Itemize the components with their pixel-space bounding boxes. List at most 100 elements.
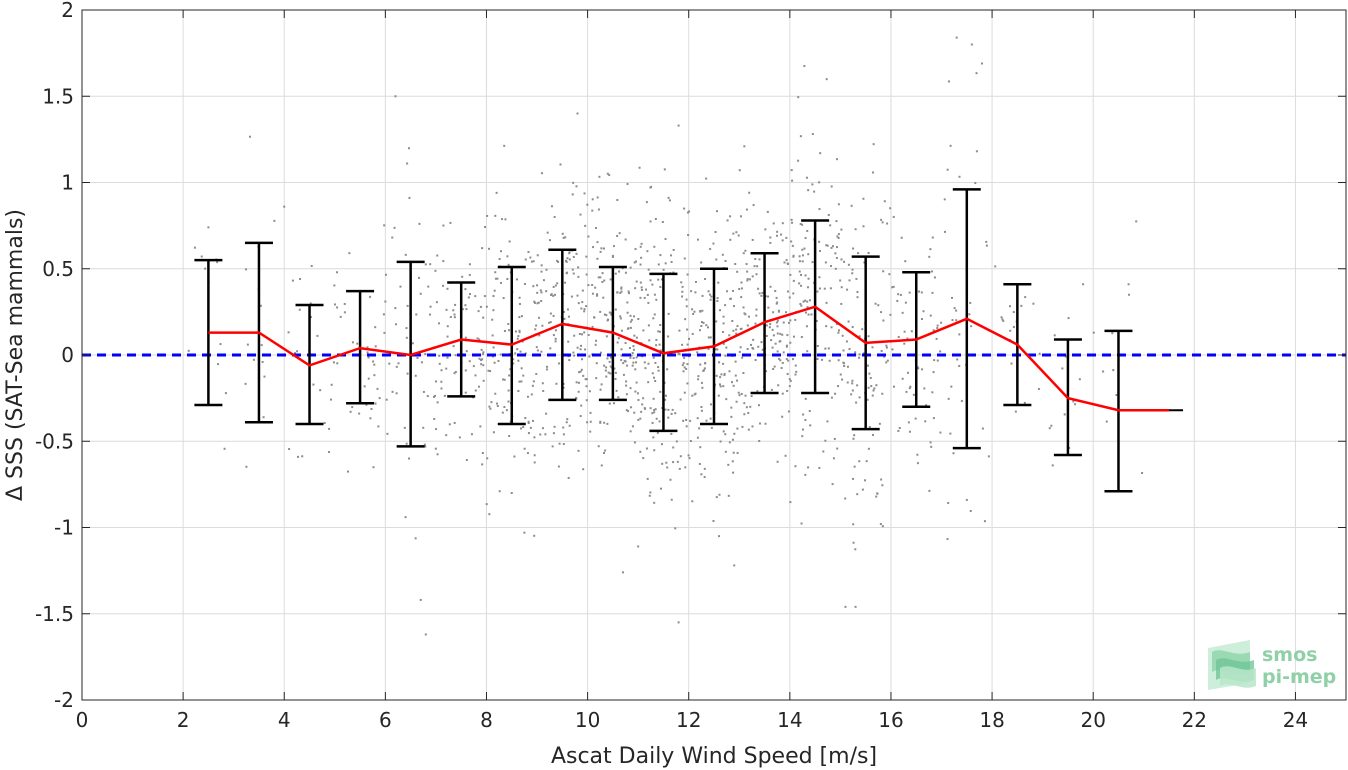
scatter-point: [512, 358, 515, 361]
scatter-point: [399, 285, 402, 288]
scatter-point: [758, 258, 761, 261]
scatter-point: [714, 231, 717, 234]
scatter-point: [223, 447, 226, 450]
scatter-point: [523, 531, 526, 534]
scatter-point: [503, 378, 506, 381]
scatter-point: [681, 364, 684, 367]
scatter-point: [931, 236, 934, 239]
scatter-point: [552, 294, 555, 297]
scatter-point: [736, 427, 739, 430]
scatter-point: [651, 421, 654, 424]
scatter-point: [811, 183, 814, 186]
scatter-point: [468, 273, 471, 276]
scatter-point: [801, 223, 804, 226]
scatter-point: [627, 410, 630, 413]
scatter-point: [552, 285, 555, 288]
scatter-point: [735, 332, 738, 335]
scatter-point: [794, 373, 797, 376]
scatter-point: [958, 333, 961, 336]
scatter-point: [568, 258, 571, 261]
scatter-point: [595, 377, 598, 380]
scatter-point: [479, 425, 482, 428]
scatter-point: [647, 324, 650, 327]
scatter-point: [637, 545, 640, 548]
scatter-point: [248, 135, 251, 138]
scatter-point: [852, 247, 855, 250]
scatter-point: [907, 421, 910, 424]
scatter-point: [729, 238, 732, 241]
scatter-point: [702, 369, 705, 372]
scatter-point: [778, 357, 781, 360]
scatter-point: [837, 203, 840, 206]
smos-pimep-logo: smos pi-mep: [1208, 640, 1336, 690]
scatter-point: [546, 231, 549, 234]
scatter-point: [983, 520, 986, 523]
scatter-point: [955, 319, 958, 322]
scatter-point: [500, 250, 503, 253]
scatter-point: [642, 397, 645, 400]
scatter-point: [523, 447, 526, 450]
scatter-point: [769, 241, 772, 244]
scatter-point: [501, 411, 504, 414]
scatter-point: [548, 321, 551, 324]
scatter-point: [627, 327, 630, 330]
scatter-point: [482, 364, 485, 367]
scatter-point: [659, 390, 662, 393]
scatter-point: [722, 322, 725, 325]
scatter-point: [819, 249, 822, 252]
scatter-point: [731, 320, 734, 323]
scatter-point: [217, 363, 220, 366]
scatter-point: [658, 420, 661, 423]
scatter-point: [328, 451, 331, 454]
scatter-point: [582, 374, 585, 377]
scatter-point: [328, 427, 331, 430]
scatter-point: [319, 389, 322, 392]
scatter-point: [830, 326, 833, 329]
scatter-point: [885, 344, 888, 347]
scatter-point: [722, 315, 725, 318]
scatter-point: [633, 411, 636, 414]
scatter-point: [579, 370, 582, 373]
scatter-point: [563, 317, 566, 320]
scatter-point: [881, 525, 884, 528]
scatter-point: [716, 300, 719, 303]
scatter-point: [721, 253, 724, 256]
scatter-point: [724, 433, 727, 436]
scatter-point: [373, 374, 376, 377]
scatter-point: [620, 287, 623, 290]
scatter-point: [615, 389, 618, 392]
scatter-point: [640, 256, 643, 259]
scatter-point: [947, 397, 950, 400]
scatter-point: [761, 291, 764, 294]
scatter-point: [715, 374, 718, 377]
scatter-point: [745, 208, 748, 211]
scatter-point: [724, 450, 727, 453]
scatter-point: [804, 299, 807, 302]
scatter-point: [726, 219, 729, 222]
scatter-point: [790, 169, 793, 172]
x-tick-label: 18: [979, 708, 1004, 732]
scatter-point: [897, 335, 900, 338]
scatter-point: [1111, 332, 1114, 335]
scatter-point: [259, 304, 262, 307]
scatter-point: [761, 348, 764, 351]
scatter-point: [468, 263, 471, 266]
scatter-point: [609, 372, 612, 375]
scatter-point: [587, 235, 590, 238]
scatter-point: [596, 241, 599, 244]
scatter-point: [637, 317, 640, 320]
scatter-point: [365, 403, 368, 406]
scatter-point: [746, 348, 749, 351]
scatter-point: [694, 392, 697, 395]
scatter-point: [596, 257, 599, 260]
scatter-point: [376, 387, 379, 390]
scatter-point: [856, 296, 859, 299]
scatter-point: [696, 417, 699, 420]
scatter-point: [367, 377, 370, 380]
scatter-point: [382, 313, 385, 316]
scatter-point: [609, 278, 612, 281]
scatter-point: [405, 336, 408, 339]
scatter-point: [585, 305, 588, 308]
scatter-point: [674, 412, 677, 415]
scatter-point: [925, 404, 928, 407]
